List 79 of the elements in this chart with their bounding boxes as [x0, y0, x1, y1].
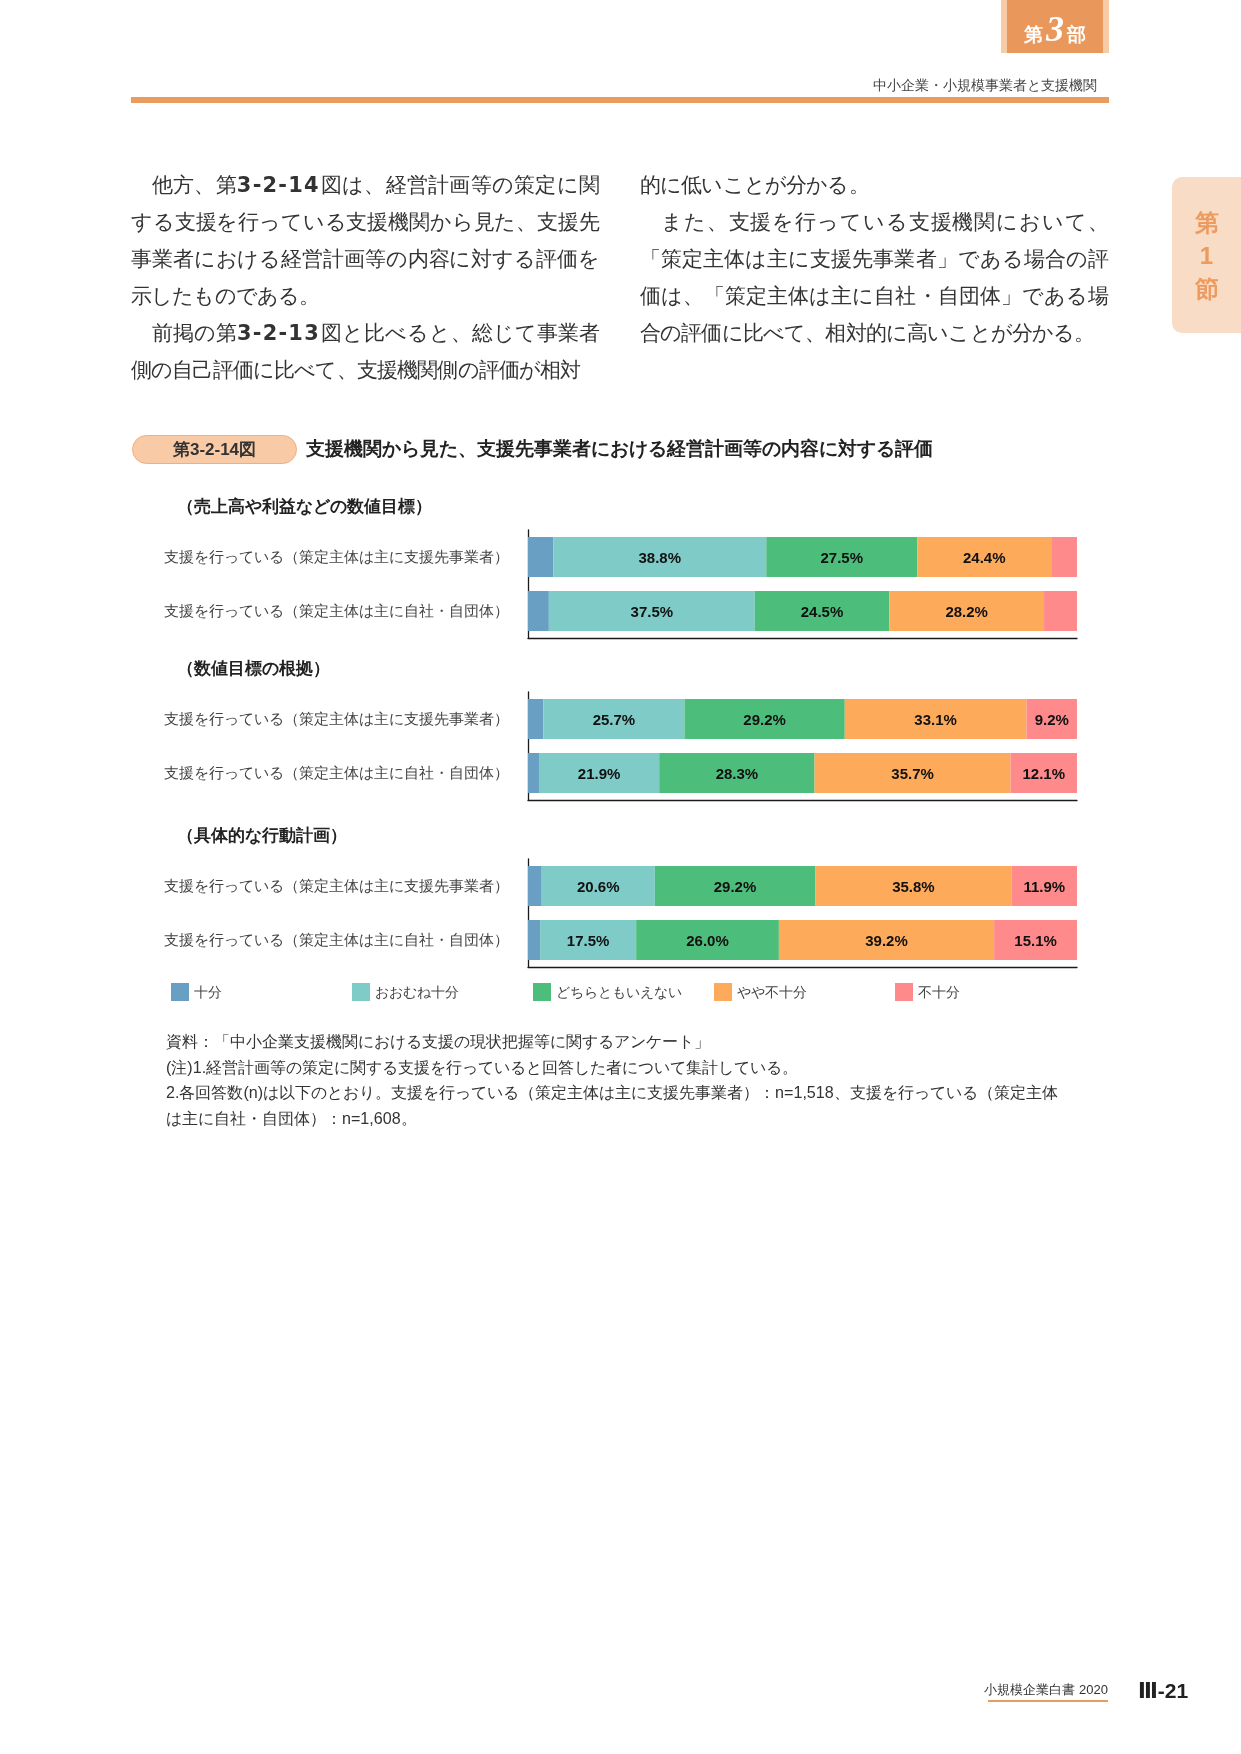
bar: [889, 591, 1045, 631]
text: 2.各回答数(n)は以下のとおり。支援を行っている（策定主体は主に支援先事業者）：n=1,518、支援を行っている（策定主体は主に自社・自団体）：n=1,608。: [166, 1082, 1059, 1130]
data-label: 11.9%: [1023, 877, 1066, 895]
bar: [548, 591, 755, 631]
bar: [528, 920, 541, 960]
bar: [528, 753, 539, 793]
bar: [778, 920, 995, 960]
legend-label: 十分: [194, 984, 222, 1000]
bar: [754, 591, 890, 631]
data-label: 37.5%: [630, 602, 674, 620]
data-label: 17.5%: [566, 931, 610, 949]
data-label: 27.5%: [820, 548, 864, 566]
figure-badge: 第3-2-14図: [132, 435, 297, 464]
data-label: 35.8%: [892, 877, 935, 895]
y-tick-label: 支援を行っている（策定主体は主に支援先事業者）: [164, 711, 509, 727]
y-tick-label: 支援を行っている（策定主体は主に自社・自団体）: [164, 765, 509, 781]
y-tick-label: 支援を行っている（策定主体は主に支援先事業者）: [164, 549, 509, 565]
text: また、支援を行っている支援機関において、「策定主体は主に支援先事業者」である場合の評価は、「策定主体は主に自社・自団体」である場合の評価に比べて、相対的に高いことが分かる。: [640, 209, 1108, 348]
text: （数値目標の根拠）: [177, 658, 330, 678]
data-label: 28.3%: [715, 764, 759, 782]
bar: [636, 920, 779, 960]
data-label: 21.9%: [577, 764, 621, 782]
text: 他方、第3-2-14図は、経営計画等の策定に関する支援を行っている支援機関から見た、支援先事業者における経営計画等の内容に対する評価を示したものである。: [131, 172, 599, 311]
y-tick-label: 支援を行っている（策定主体は主に自社・自団体）: [164, 603, 509, 619]
data-label: 38.8%: [638, 548, 682, 566]
legend-label: おおむね十分: [375, 984, 459, 1000]
bar: [659, 753, 815, 793]
part-tab: 第3部: [1001, 0, 1109, 53]
legend-label: やや不十分: [737, 984, 807, 1000]
data-label: 12.1%: [1022, 764, 1066, 782]
bar: [1010, 753, 1077, 793]
bar: [844, 699, 1027, 739]
bar: [528, 866, 542, 906]
bar: [1044, 591, 1077, 631]
bar: [1026, 699, 1077, 739]
bar: [540, 920, 637, 960]
data-label: 20.6%: [577, 877, 620, 895]
bar: [766, 537, 918, 577]
bar: [994, 920, 1077, 960]
data-label: 26.0%: [686, 931, 729, 949]
text: 中小企業・小規模事業者と支援機関: [873, 76, 1097, 95]
text: （具体的な行動計画）: [177, 825, 347, 845]
chart-title: 支援機関から見た、支援先事業者における経営計画等の内容に対する評価: [306, 437, 933, 461]
bar: [1051, 537, 1077, 577]
data-label: 24.5%: [800, 602, 844, 620]
data-label: 33.1%: [914, 710, 957, 728]
text: 的に低いことが分かる。: [640, 172, 870, 199]
data-label: 39.2%: [865, 931, 908, 949]
bar: [543, 699, 685, 739]
bar: [528, 591, 549, 631]
legend-label: 不十分: [918, 984, 960, 1000]
y-tick-label: 支援を行っている（策定主体は主に支援先事業者）: [164, 878, 509, 894]
section-tab: 第1節: [1172, 177, 1241, 333]
bar: [814, 753, 1011, 793]
bar: [528, 537, 554, 577]
data-label: 24.4%: [962, 548, 1006, 566]
text: （売上高や利益などの数値目標）: [177, 496, 432, 516]
text: Ⅲ-21: [1138, 1678, 1189, 1704]
bar: [538, 753, 660, 793]
data-label: 28.2%: [945, 602, 988, 620]
data-label: 9.2%: [1034, 710, 1069, 728]
bar: [815, 866, 1012, 906]
y-tick-label: 支援を行っている（策定主体は主に自社・自団体）: [164, 932, 509, 948]
legend-label: どちらともいえない: [556, 984, 682, 1000]
bar: [654, 866, 816, 906]
data-label: 29.2%: [713, 877, 757, 895]
bar: [541, 866, 655, 906]
bar: [528, 699, 544, 739]
bar: [684, 699, 845, 739]
text: (注)1.経営計画等の策定に関する支援を行っていると回答した者について集計している。: [166, 1056, 800, 1078]
text: 前掲の第3-2-13図と比べると、総じて事業者側の自己評価に比べて、支援機関側の評価が相対: [131, 320, 600, 385]
bar: [917, 537, 1052, 577]
data-label: 25.7%: [592, 710, 636, 728]
data-label: 15.1%: [1014, 931, 1057, 949]
text: 資料：「中小企業支援機関における支援の現状把握等に関するアンケート」: [166, 1031, 711, 1052]
text: 小規模企業白書 2020: [984, 1681, 1108, 1699]
data-label: 29.2%: [743, 710, 786, 728]
data-label: 35.7%: [891, 764, 934, 782]
bar: [553, 537, 767, 577]
